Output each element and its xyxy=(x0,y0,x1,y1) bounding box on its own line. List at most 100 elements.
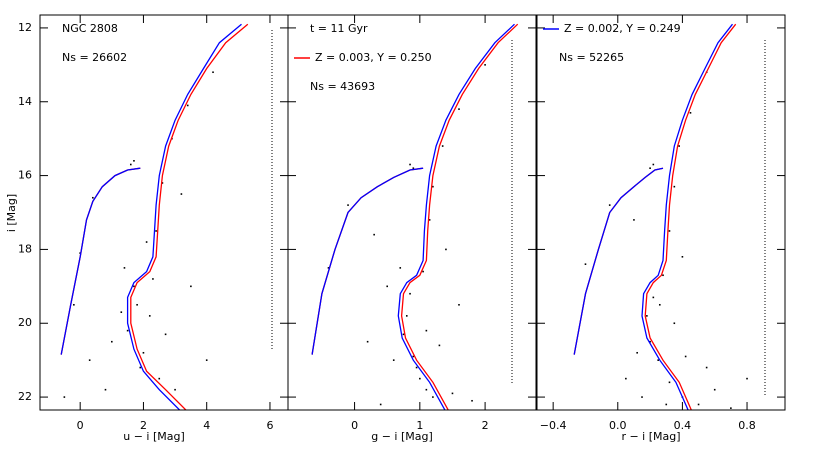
x-axis-label: u − i [Mag] xyxy=(123,430,185,443)
star xyxy=(451,392,454,395)
star xyxy=(152,278,154,280)
star xyxy=(689,112,692,114)
y-tick-label: 12 xyxy=(18,21,32,34)
star xyxy=(180,193,183,195)
star xyxy=(441,145,444,147)
star xyxy=(633,219,635,221)
annotation: Ns = 26602 xyxy=(62,51,127,64)
x-tick-label: 0.8 xyxy=(738,419,756,432)
annotation: NGC 2808 xyxy=(62,22,118,35)
star xyxy=(608,204,611,206)
star xyxy=(399,267,402,269)
isochrone xyxy=(60,23,249,410)
star xyxy=(164,333,167,336)
star xyxy=(705,366,708,369)
isochrone xyxy=(573,23,737,410)
star xyxy=(652,163,655,166)
star xyxy=(174,388,176,391)
x-tick-label: 0.4 xyxy=(674,419,692,432)
legend-label: Z = 0.003, Y = 0.250 xyxy=(315,51,432,64)
star xyxy=(425,388,428,391)
star xyxy=(412,355,415,358)
y-tick-label: 22 xyxy=(18,390,32,403)
star xyxy=(425,329,428,332)
star xyxy=(347,204,349,206)
star xyxy=(746,377,748,380)
star xyxy=(422,270,424,273)
star xyxy=(636,351,638,354)
star xyxy=(730,407,732,409)
x-tick-label: 0 xyxy=(77,419,84,432)
star xyxy=(409,163,411,166)
star xyxy=(673,322,676,325)
star xyxy=(120,311,123,313)
star xyxy=(205,359,208,361)
star xyxy=(111,340,113,343)
x-axis-label: r − i [Mag] xyxy=(621,430,680,443)
star xyxy=(88,359,91,361)
x-tick-label: 0.0 xyxy=(609,419,627,432)
star xyxy=(148,315,151,317)
star xyxy=(662,274,664,277)
frame xyxy=(536,14,786,411)
y-axis-label: i [Mag] xyxy=(5,194,18,232)
star xyxy=(678,145,680,147)
star xyxy=(652,296,655,299)
legend-label: Z = 0.002, Y = 0.249 xyxy=(564,22,681,35)
x-tick-label: 6 xyxy=(266,419,273,432)
star xyxy=(649,167,651,170)
x-tick-label: 0 xyxy=(351,419,358,432)
star xyxy=(665,403,668,406)
star xyxy=(668,230,671,232)
star xyxy=(366,340,369,343)
star xyxy=(697,403,700,406)
star xyxy=(438,344,441,347)
star xyxy=(190,285,192,288)
star xyxy=(142,351,145,354)
star xyxy=(405,315,408,317)
panel xyxy=(573,23,748,410)
star xyxy=(212,71,214,74)
star xyxy=(392,359,395,361)
annotation: t = 11 Gyr xyxy=(310,22,368,35)
star xyxy=(409,292,411,295)
star xyxy=(327,267,330,269)
star xyxy=(104,388,107,391)
star xyxy=(684,355,687,358)
star xyxy=(92,196,94,199)
star xyxy=(161,182,164,184)
x-tick-label: 2 xyxy=(482,419,489,432)
star xyxy=(432,396,434,398)
star xyxy=(713,388,716,391)
star xyxy=(646,315,648,317)
annotation: Ns = 43693 xyxy=(310,80,375,93)
star xyxy=(458,303,460,306)
star xyxy=(649,340,651,343)
star xyxy=(415,366,418,369)
star xyxy=(641,396,643,398)
star xyxy=(379,403,382,406)
star xyxy=(155,230,157,232)
star xyxy=(584,263,587,265)
star xyxy=(673,185,676,188)
star xyxy=(428,219,431,221)
frame xyxy=(39,14,289,411)
x-tick-label: −0.4 xyxy=(540,419,567,432)
star xyxy=(186,104,189,107)
star xyxy=(136,303,138,306)
x-axis-label: g − i [Mag] xyxy=(371,430,433,443)
star xyxy=(126,329,129,332)
star xyxy=(471,399,473,402)
isochrone xyxy=(573,23,734,410)
panel xyxy=(60,23,249,410)
isochrone xyxy=(60,23,242,410)
annotation: Ns = 52265 xyxy=(559,51,624,64)
isochrone xyxy=(311,23,515,410)
y-tick-label: 14 xyxy=(18,95,32,108)
star xyxy=(658,303,661,306)
star xyxy=(133,285,135,288)
star xyxy=(373,233,375,236)
star xyxy=(657,359,659,361)
star xyxy=(432,185,434,188)
x-tick-label: 4 xyxy=(203,419,210,432)
